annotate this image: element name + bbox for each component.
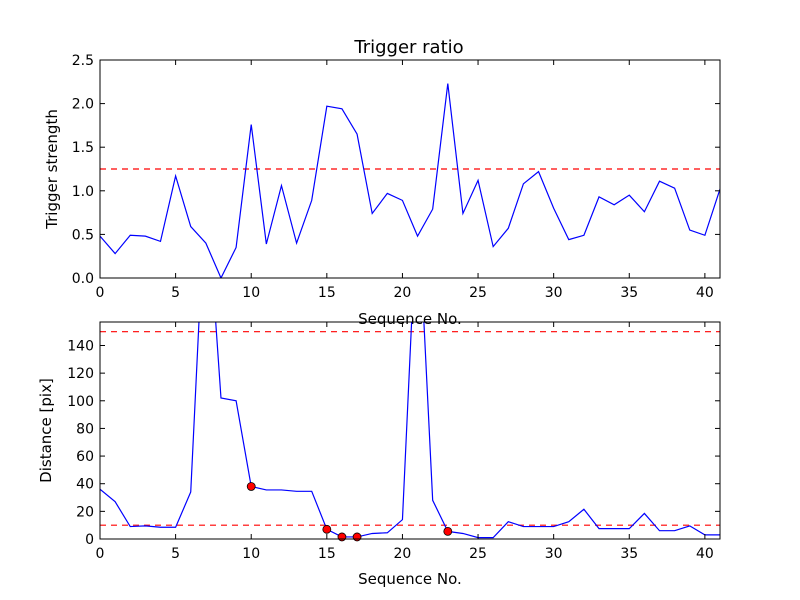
data-point-marker	[246, 482, 256, 491]
data-point-marker	[352, 532, 362, 542]
x-axis-label: Sequence No.	[358, 570, 462, 588]
y-tick-label: 120	[67, 366, 94, 382]
x-tick-label: 5	[171, 285, 180, 301]
y-tick-label: 0.5	[72, 227, 94, 243]
y-axis-label: Distance [pix]	[37, 378, 55, 483]
series-line	[100, 83, 720, 278]
y-axis-label: Trigger strength	[43, 109, 61, 230]
x-tick-label: 40	[696, 285, 714, 301]
axes-frame	[99, 59, 721, 279]
x-tick-label: 30	[545, 285, 563, 301]
data-point-marker	[443, 526, 453, 536]
plot-area	[100, 322, 720, 539]
x-tick-label: 0	[96, 285, 105, 301]
y-tick-label: 1.5	[72, 140, 94, 156]
x-tick-label: 10	[242, 285, 260, 301]
trigger-strength-chart: 0 5 10 15 20 25 30 35 40 0.0 0.5 1.0 1.5 2.0 2.5 Sequen…	[43, 53, 721, 328]
x-tick-label: 0	[96, 546, 105, 562]
x-tick-label: 10	[242, 546, 260, 562]
y-tick-label: 20	[76, 504, 94, 520]
data-point-marker	[322, 524, 332, 534]
x-tick-label: 5	[171, 546, 180, 562]
y-tick-label: 1.0	[72, 184, 94, 200]
x-tick-label: 30	[545, 546, 563, 562]
y-tick-label: 60	[76, 449, 94, 465]
distance-chart: 0 5 10 15 20 25 30 35 40 0 20 40 60 80 100 120 140 Sequen…	[37, 321, 721, 588]
x-tick-label: 20	[394, 285, 412, 301]
chart-title: Trigger ratio	[353, 37, 463, 58]
x-tick-label: 20	[394, 546, 412, 562]
y-tick-label: 2.0	[72, 97, 94, 113]
y-tick-label: 2.5	[72, 53, 94, 69]
x-tick-label: 25	[469, 285, 487, 301]
x-axis-label: Sequence No.	[358, 310, 462, 328]
axes-frame	[99, 321, 721, 540]
y-tick-label: 80	[76, 421, 94, 437]
x-tick-label: 35	[620, 546, 638, 562]
y-tick-label: 100	[67, 394, 94, 410]
x-tick-label: 15	[318, 285, 336, 301]
x-tick-label: 35	[620, 285, 638, 301]
y-tick-label: 0.0	[72, 271, 94, 287]
plot-area	[100, 83, 720, 278]
y-tick-label: 140	[67, 338, 94, 354]
data-point-marker	[337, 532, 347, 542]
y-tick-label: 0	[85, 532, 94, 548]
series-line	[100, 322, 720, 539]
y-tick-label: 40	[76, 477, 94, 493]
x-tick-label: 25	[469, 546, 487, 562]
x-tick-label: 15	[318, 546, 336, 562]
x-tick-label: 40	[696, 546, 714, 562]
